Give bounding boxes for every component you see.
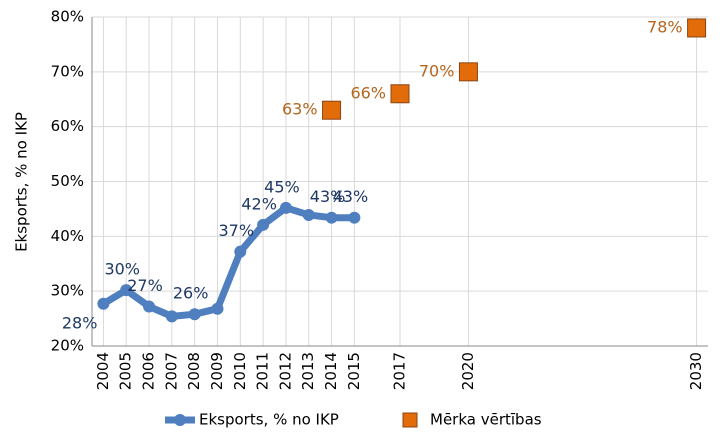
x-tick-label: 2013 bbox=[299, 352, 317, 390]
point bbox=[257, 218, 270, 231]
y-tick-label: 50% bbox=[51, 172, 84, 190]
x-tick-label: 2007 bbox=[162, 352, 180, 390]
data-label: 43% bbox=[310, 187, 346, 206]
legend-label: Mērka vērtības bbox=[430, 411, 542, 429]
target-marker bbox=[390, 84, 410, 104]
target-marker bbox=[687, 18, 707, 38]
y-tick-label: 20% bbox=[51, 337, 84, 355]
data-label: 30% bbox=[104, 260, 140, 279]
x-tick-label: 2030 bbox=[687, 352, 705, 390]
x-tick-label: 2020 bbox=[459, 352, 477, 390]
x-tick-label: 2009 bbox=[208, 352, 226, 390]
x-tick-label: 2008 bbox=[185, 352, 203, 390]
data-label: 42% bbox=[241, 194, 277, 213]
data-label: 78% bbox=[647, 17, 683, 36]
data-label: 37% bbox=[219, 221, 255, 240]
point bbox=[165, 310, 178, 323]
target-marker bbox=[458, 62, 478, 82]
point bbox=[120, 284, 133, 297]
data-label: 63% bbox=[282, 100, 318, 119]
legend-label: Eksports, % no IKP bbox=[199, 411, 339, 429]
data-label: 70% bbox=[419, 61, 455, 80]
y-tick-label: 70% bbox=[51, 62, 84, 80]
x-tick-label: 2011 bbox=[254, 352, 272, 390]
point bbox=[348, 211, 361, 224]
legend-marker bbox=[174, 414, 186, 426]
point bbox=[188, 308, 201, 321]
target-marker bbox=[322, 100, 342, 120]
x-tick-label: 2014 bbox=[322, 352, 340, 390]
data-label: 66% bbox=[350, 83, 386, 102]
data-label: 26% bbox=[173, 284, 209, 303]
y-tick-label: 30% bbox=[51, 282, 84, 300]
point bbox=[325, 211, 338, 224]
point bbox=[302, 208, 315, 221]
y-tick-label: 60% bbox=[51, 117, 84, 135]
y-axis-title: Eksports, % no IKP bbox=[13, 112, 31, 252]
data-label: 28% bbox=[62, 313, 98, 332]
x-tick-label: 2005 bbox=[117, 352, 135, 390]
point bbox=[234, 245, 247, 258]
point bbox=[97, 297, 110, 310]
x-tick-label: 2004 bbox=[94, 352, 112, 390]
y-tick-label: 40% bbox=[51, 227, 84, 245]
data-label: 45% bbox=[264, 177, 300, 196]
x-tick-label: 2015 bbox=[345, 352, 363, 390]
x-tick-label: 2010 bbox=[231, 352, 249, 390]
x-tick-label: 2017 bbox=[391, 352, 409, 390]
point bbox=[279, 201, 292, 214]
legend-marker bbox=[402, 412, 418, 428]
point bbox=[211, 302, 224, 315]
x-tick-label: 2006 bbox=[140, 352, 158, 390]
y-tick-label: 80% bbox=[51, 8, 84, 26]
data-label: 43% bbox=[333, 187, 369, 206]
x-tick-label: 2012 bbox=[276, 352, 294, 390]
point bbox=[143, 300, 156, 313]
data-label: 27% bbox=[127, 276, 163, 295]
